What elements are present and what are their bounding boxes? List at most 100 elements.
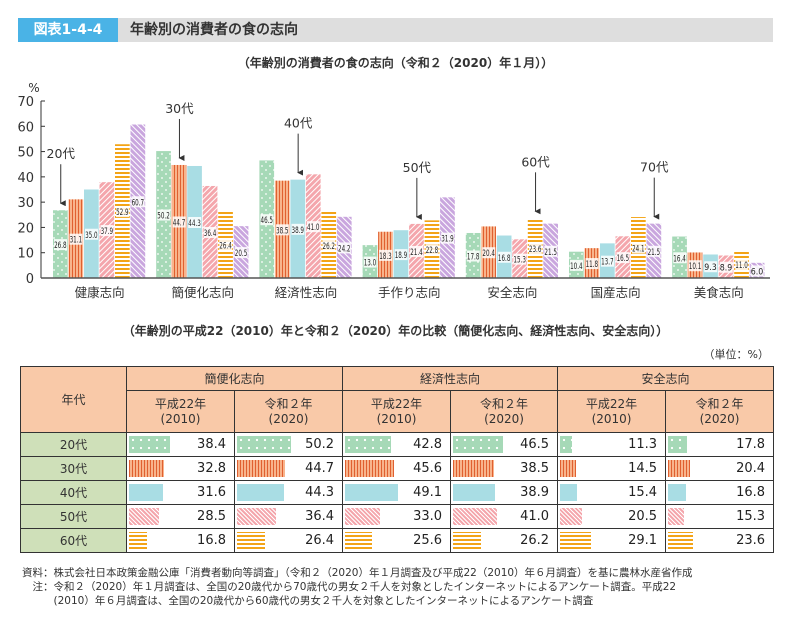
data-label-bg xyxy=(260,214,274,226)
data-label: 37.9 xyxy=(101,227,114,237)
group-header-economy: 経済性志向 xyxy=(342,366,559,391)
value-bar xyxy=(345,508,381,525)
table-title: （年齢別の平成22（2010）年と令和２（2020）年の比較（簡便化志向、経済性… xyxy=(122,324,669,338)
data-label-bg xyxy=(188,216,202,228)
data-label-bg xyxy=(157,209,171,221)
value-bar xyxy=(668,532,694,549)
value-number: 41.0 xyxy=(520,509,550,524)
value-bar xyxy=(237,508,276,525)
value-bar xyxy=(453,532,482,549)
data-labels: 26.831.1 35.0 37.952.960.7 50.244.7 44.336.4… xyxy=(54,196,764,277)
year-label: 平成22年 xyxy=(370,396,423,411)
value-number: 23.6 xyxy=(736,533,766,548)
value-bar xyxy=(668,484,686,501)
data-label: 26.2 xyxy=(323,242,336,252)
data-label-bg xyxy=(337,242,351,254)
annotation-label: 60代 xyxy=(521,154,550,169)
value-number: 38.4 xyxy=(197,437,226,452)
y-tick-label: 0 xyxy=(26,272,34,287)
y-tick-label: 70 xyxy=(17,95,34,110)
value-number: 25.6 xyxy=(413,533,443,548)
age-cell: 40代 xyxy=(20,480,127,505)
value-number: 44.7 xyxy=(305,461,335,476)
value-cell: 23.6 xyxy=(665,528,775,553)
data-label-bg xyxy=(425,244,439,256)
value-number: 44.3 xyxy=(305,485,335,500)
data-label: 21.5 xyxy=(544,248,557,258)
value-bar xyxy=(453,460,495,477)
value-bar xyxy=(345,532,373,549)
year-subheader: 令和２年 (2020) xyxy=(450,390,559,433)
value-cell: 15.4 xyxy=(557,480,667,505)
table-row: 30代 32.8 44.7 45.6 38.5 14.5 20.4 xyxy=(20,456,775,481)
value-cell: 29.1 xyxy=(557,528,667,553)
value-bar xyxy=(237,460,285,477)
year-number: (2020) xyxy=(699,411,740,426)
value-cell: 36.4 xyxy=(233,504,344,529)
data-label-bg xyxy=(172,216,186,228)
value-number: 20.4 xyxy=(736,461,766,476)
value-cell: 50.2 xyxy=(233,432,344,457)
year-subheader: 令和２年 (2020) xyxy=(665,390,775,433)
annotation-label: 20代 xyxy=(47,146,76,161)
data-label-bg xyxy=(719,261,733,273)
data-label-bg xyxy=(322,239,336,251)
value-number: 49.1 xyxy=(413,485,443,500)
value-cell: 32.8 xyxy=(126,456,235,481)
data-label-bg xyxy=(647,245,661,257)
data-label-bg xyxy=(482,247,496,259)
data-label: 31.9 xyxy=(441,235,454,245)
value-number: 42.8 xyxy=(413,437,443,452)
value-bar xyxy=(560,460,576,477)
value-cell: 44.7 xyxy=(233,456,344,481)
value-cell: 46.5 xyxy=(450,432,559,457)
age-cell: 30代 xyxy=(20,456,127,481)
data-label-bg xyxy=(306,221,320,233)
data-label: 24.2 xyxy=(338,244,351,254)
x-category-label: 美食志向 xyxy=(694,285,744,300)
y-tick-label: 40 xyxy=(17,171,34,186)
value-bar xyxy=(237,532,266,549)
value-cell: 41.0 xyxy=(450,504,559,529)
value-number: 28.5 xyxy=(197,509,226,524)
y-axis-unit-label: % xyxy=(28,81,39,95)
y-tick-label: 10 xyxy=(17,247,34,262)
data-label: 60.7 xyxy=(132,198,145,208)
data-label-bg xyxy=(570,259,583,271)
data-label: 38.9 xyxy=(292,226,305,236)
data-label: 18.3 xyxy=(379,252,392,262)
value-cell: 11.3 xyxy=(557,432,667,457)
data-label: 16.8 xyxy=(498,254,511,264)
value-bar xyxy=(560,484,577,501)
value-bar xyxy=(453,484,495,501)
value-number: 16.8 xyxy=(736,485,766,500)
age-cell: 50代 xyxy=(20,504,127,529)
x-category-label: 経済性志向 xyxy=(275,285,338,300)
table-row: 40代 31.6 44.3 49.1 38.9 15.4 16.8 xyxy=(20,480,775,505)
data-label-bg xyxy=(466,250,480,262)
data-label: 21.5 xyxy=(648,248,661,258)
value-bar xyxy=(668,436,688,453)
data-label: 10.1 xyxy=(689,262,702,272)
data-label-bg xyxy=(616,252,630,264)
value-number: 32.8 xyxy=(197,461,226,476)
data-label: 8.9 xyxy=(720,264,733,274)
annotation-label: 70代 xyxy=(640,160,669,175)
data-label: 52.9 xyxy=(116,208,129,218)
data-label-bg xyxy=(234,247,248,259)
data-label-bg xyxy=(100,225,114,237)
data-label: 20.5 xyxy=(235,249,248,259)
data-label: 24.1 xyxy=(632,245,645,255)
value-cell: 20.5 xyxy=(557,504,667,529)
data-label: 35.0 xyxy=(85,231,98,241)
value-number: 26.4 xyxy=(305,533,335,548)
data-label-bg xyxy=(441,232,455,244)
value-number: 29.1 xyxy=(628,533,658,548)
value-bar xyxy=(129,460,165,477)
value-cell: 25.6 xyxy=(342,528,452,553)
notes: 資料：株式会社日本政策金融公庫「消費者動向等調査」（令和２（2020）年１月調査… xyxy=(22,566,693,608)
value-number: 15.4 xyxy=(628,485,658,500)
data-label-bg xyxy=(497,251,511,263)
data-label-bg xyxy=(291,223,305,235)
value-number: 17.8 xyxy=(736,437,766,452)
